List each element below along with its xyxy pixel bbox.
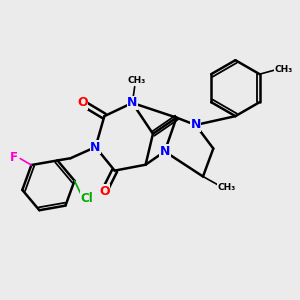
Text: N: N bbox=[160, 145, 170, 158]
Text: N: N bbox=[90, 141, 101, 154]
Text: N: N bbox=[127, 96, 137, 110]
Text: O: O bbox=[99, 185, 110, 198]
Text: Cl: Cl bbox=[80, 192, 93, 205]
Text: CH₃: CH₃ bbox=[127, 76, 145, 85]
Text: CH₃: CH₃ bbox=[275, 65, 293, 74]
Text: F: F bbox=[10, 151, 18, 164]
Text: CH₃: CH₃ bbox=[218, 183, 236, 192]
Text: O: O bbox=[77, 96, 88, 110]
Text: N: N bbox=[190, 118, 201, 131]
